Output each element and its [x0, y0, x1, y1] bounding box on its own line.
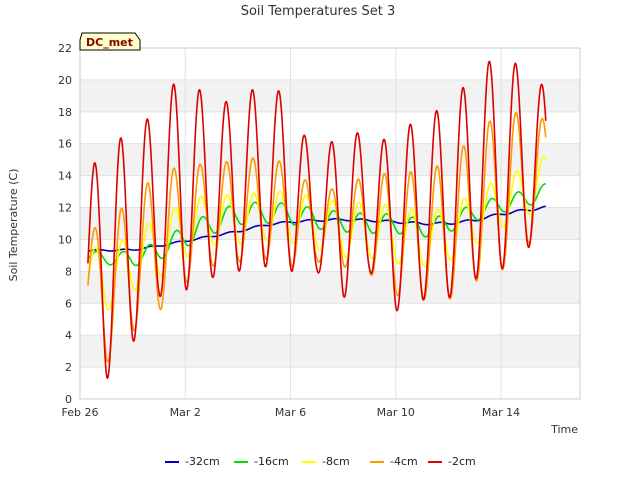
- y-tick-label: 2: [65, 361, 72, 374]
- chart-title: Soil Temperatures Set 3: [241, 4, 396, 19]
- badge-label: DC_met: [86, 36, 133, 49]
- axes: [79, 47, 581, 400]
- x-axis-title: Time: [550, 423, 578, 436]
- badge-shape: [79, 32, 141, 51]
- station-badge: DC_met: [79, 32, 141, 51]
- y-tick-label: 6: [65, 297, 72, 310]
- legend-label: -8cm: [322, 455, 350, 468]
- legend-label: -16cm: [254, 455, 289, 468]
- legend-item: -2cm: [428, 455, 476, 468]
- y-axis-title: Soil Temperature (C): [7, 169, 20, 282]
- y-tick-label: 10: [58, 233, 72, 246]
- x-axis-ticks: Feb 26 Mar 2 Mar 6 Mar 10 Mar 14: [62, 406, 521, 419]
- legend-label: -2cm: [448, 455, 476, 468]
- x-tick-label: Mar 2: [170, 406, 201, 419]
- y-tick-label: 16: [58, 138, 72, 151]
- plot-band: [80, 79, 580, 112]
- series-line-minus-4cm: [87, 111, 547, 363]
- plot-band: [80, 271, 580, 304]
- plot-band: [80, 335, 580, 368]
- y-axis-ticks: 0 2 4 6 8 10 12 14 16 18 20 22: [58, 42, 72, 406]
- x-tick-label: Mar 6: [275, 406, 306, 419]
- x-tick-label: Mar 10: [377, 406, 415, 419]
- y-tick-label: 4: [65, 329, 72, 342]
- x-tick-label: Mar 14: [482, 406, 520, 419]
- x-tick-label: Feb 26: [62, 406, 99, 419]
- y-tick-label: 22: [58, 42, 72, 55]
- plot-frame: [79, 47, 581, 400]
- y-tick-label: 8: [65, 265, 72, 278]
- legend-item: -8cm: [302, 455, 350, 468]
- y-tick-label: 20: [58, 74, 72, 87]
- legend: -32cm -16cm -8cm -4cm -2cm: [165, 455, 476, 468]
- y-tick-label: 14: [58, 170, 72, 183]
- legend-item: -32cm: [165, 455, 220, 468]
- y-tick-label: 0: [65, 393, 72, 406]
- legend-item: -4cm: [370, 455, 418, 468]
- series-lines: [87, 60, 547, 379]
- series-line-minus-2cm: [87, 60, 547, 379]
- legend-label: -4cm: [390, 455, 418, 468]
- legend-item: -16cm: [234, 455, 289, 468]
- legend-label: -32cm: [185, 455, 220, 468]
- y-tick-label: 18: [58, 106, 72, 119]
- y-tick-label: 12: [58, 202, 72, 215]
